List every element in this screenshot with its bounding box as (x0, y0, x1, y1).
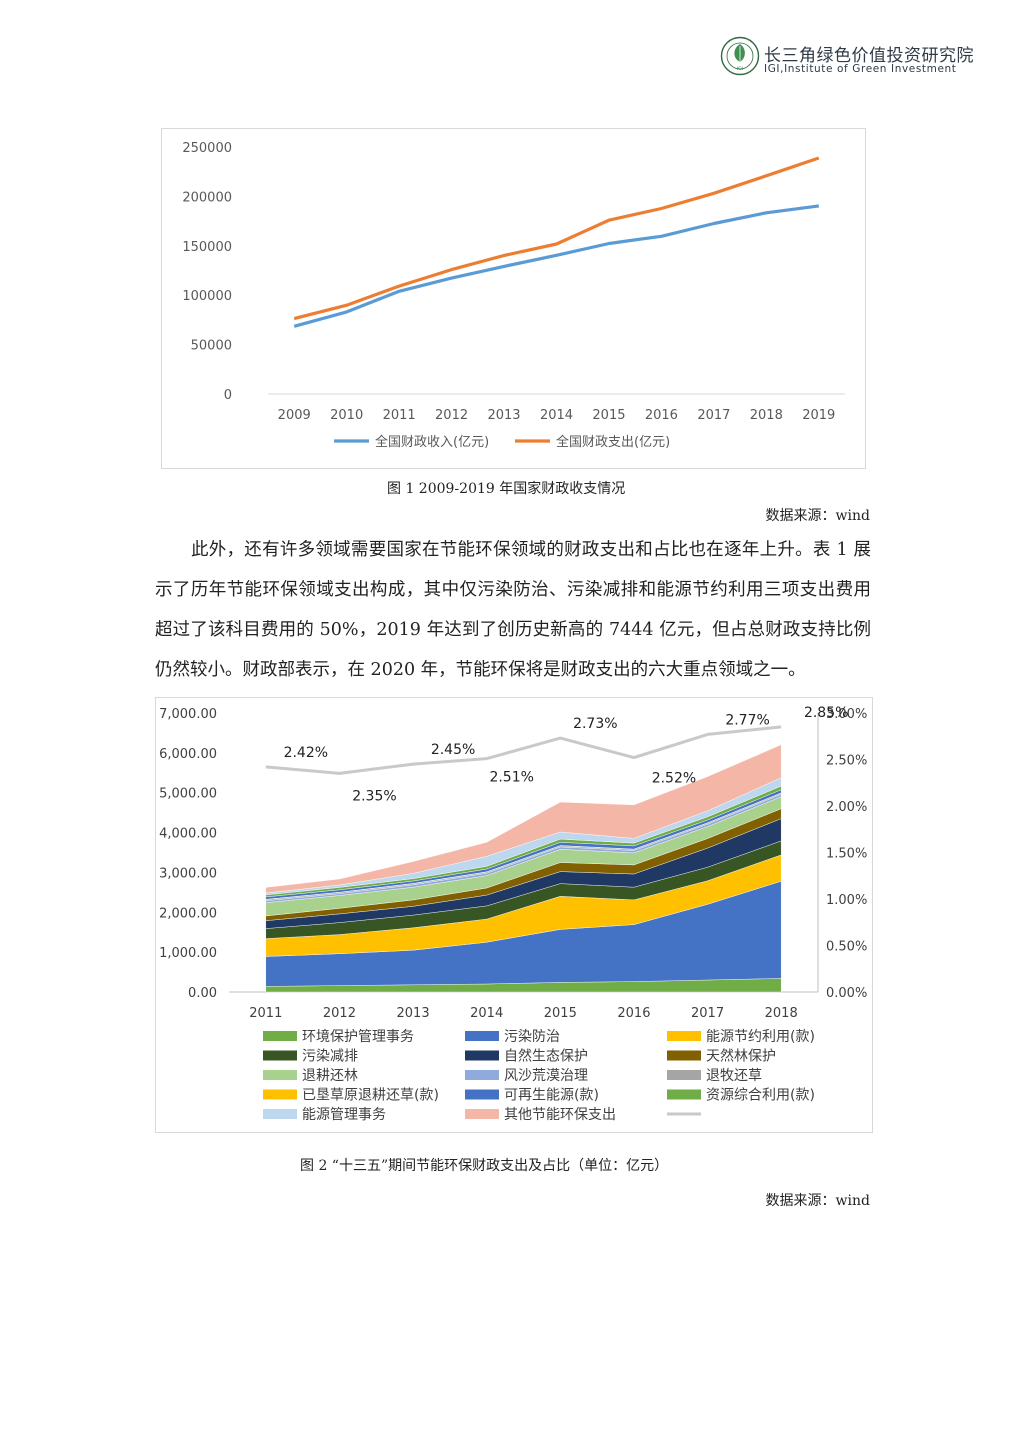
x-tick-label: 2013 (487, 408, 520, 423)
legend-label: 其他节能环保支出 (504, 1107, 616, 1123)
legend-label: 能源节约利用(款) (706, 1029, 815, 1045)
legend-label: 资源综合利用(款) (706, 1088, 815, 1104)
x-tick-label: 2014 (470, 1006, 503, 1021)
x-tick-label: 2014 (540, 408, 573, 423)
x-tick-label: 2016 (617, 1006, 650, 1021)
y2-tick-label: 3.00% (826, 707, 867, 722)
area-series-14 (265, 744, 782, 894)
y-tick-label: 6,000.00 (159, 747, 217, 762)
legend-swatch (263, 1109, 297, 1119)
x-tick-label: 2018 (765, 1006, 798, 1021)
legend-swatch (465, 1089, 499, 1100)
x-tick-label: 2013 (397, 1006, 430, 1021)
legend-label: 已垦草原退耕还草(款) (302, 1087, 439, 1104)
legend-label: 退牧还草 (706, 1068, 762, 1084)
legend-swatch (263, 1070, 297, 1080)
x-tick-label: 2019 (802, 408, 835, 423)
legend-label: 风沙荒漠治理 (504, 1068, 588, 1084)
figure1-caption: 图 1 2009-2019 年国家财政收支情况 (387, 481, 626, 497)
y-tick-label: 7,000.00 (159, 707, 217, 722)
figure2-area-chart: 0.00 1,000.00 2,000.00 3,000.00 4,000.00 5,00… (159, 705, 867, 1123)
legend-swatch (667, 1031, 701, 1041)
y2-tick-label: 2.50% (826, 754, 867, 769)
legend-swatch (263, 1031, 297, 1041)
figure2-chart: 0.00 1,000.00 2,000.00 3,000.00 4,000.00 5,00… (155, 697, 873, 1133)
ratio-data-label: 2.73% (573, 716, 617, 732)
x-tick-label: 2011 (383, 408, 416, 423)
ratio-data-label: 2.51% (489, 770, 533, 786)
y-tick-label: 50000 (191, 339, 232, 354)
ratio-data-label: 2.35% (352, 788, 396, 804)
institute-name-en: IGI,Institute of Green Investment (764, 63, 957, 75)
x-tick-label: 2018 (750, 408, 783, 423)
y-tick-label: 2,000.00 (159, 906, 217, 921)
legend-label: 能源管理事务 (302, 1107, 386, 1123)
ratio-data-label: 2.85% (804, 705, 848, 721)
y2-tick-label: 0.00% (826, 986, 867, 1001)
ratio-data-label: 2.52% (652, 771, 696, 787)
institute-logo-icon: IGI (720, 36, 760, 76)
y-tick-label: 100000 (182, 289, 232, 304)
y-tick-label: 4,000.00 (159, 827, 217, 842)
y2-tick-label: 1.50% (826, 847, 867, 862)
x-tick-label: 2010 (330, 408, 363, 423)
x-tick-label: 2015 (592, 408, 625, 423)
legend-label: 污染减排 (302, 1049, 358, 1065)
x-tick-label: 2012 (435, 408, 468, 423)
y2-tick-label: 0.50% (826, 940, 867, 955)
figure1-chart: 0 50000 100000 150000 200000 250000 2009 2010 20… (161, 128, 866, 469)
legend-swatch (667, 1070, 701, 1080)
x-tick-label: 2016 (645, 408, 678, 423)
x-tick-label: 2015 (544, 1006, 577, 1021)
body-paragraph: 此外，还有许多领域需要国家在节能环保领域的财政支出和占比也在逐年上升。表 1 展… (155, 540, 871, 680)
ratio-line (265, 725, 782, 775)
legend-label: 天然林保护 (706, 1048, 776, 1065)
y-tick-label: 150000 (182, 240, 232, 255)
legend-label: 退耕还林 (302, 1067, 358, 1084)
legend-swatch (667, 1089, 701, 1100)
legend-label: 全国财政支出(亿元) (556, 434, 670, 450)
y-tick-label: 1,000.00 (159, 946, 217, 961)
figure1-source: 数据来源：wind (765, 508, 870, 524)
legend-label: 污染防治 (504, 1029, 560, 1045)
series-line-1 (293, 204, 820, 328)
legend-swatch (263, 1050, 297, 1061)
y-tick-label: 0.00 (188, 986, 217, 1001)
y-tick-label: 250000 (182, 141, 232, 156)
legend-swatch (465, 1031, 499, 1041)
figure1-line-chart: 0 50000 100000 150000 200000 250000 2009 2010 20… (182, 141, 845, 450)
y2-tick-label: 2.00% (826, 800, 867, 815)
y-tick-label: 5,000.00 (159, 787, 217, 802)
ratio-data-label: 2.45% (431, 742, 475, 758)
x-tick-label: 2017 (691, 1006, 724, 1021)
figure2-caption: 图 2 “十三五”期间节能环保财政支出及占比（单位：亿元） (300, 1158, 669, 1174)
legend-swatch (667, 1050, 701, 1061)
legend-swatch (263, 1089, 297, 1100)
y2-tick-label: 1.00% (826, 893, 867, 908)
series-line-2 (293, 156, 820, 321)
ratio-data-label: 2.42% (284, 745, 328, 761)
x-tick-label: 2009 (278, 408, 311, 423)
legend-label: 可再生能源(款) (504, 1088, 599, 1104)
legend-label: 自然生态保护 (504, 1048, 588, 1065)
y-tick-label: 0 (224, 388, 232, 403)
y-tick-label: 200000 (182, 190, 232, 205)
legend-label: 全国财政收入(亿元) (375, 434, 489, 450)
y-tick-label: 3,000.00 (159, 866, 217, 881)
legend-label: 环境保护管理事务 (302, 1029, 414, 1045)
logo-text: IGI (737, 66, 743, 72)
legend-swatch (465, 1070, 499, 1080)
legend-swatch (465, 1050, 499, 1061)
x-tick-label: 2017 (697, 408, 730, 423)
x-tick-label: 2012 (323, 1006, 356, 1021)
legend-swatch (465, 1109, 499, 1119)
ratio-data-label: 2.77% (725, 712, 769, 728)
x-tick-label: 2011 (249, 1006, 282, 1021)
figure2-source: 数据来源：wind (765, 1193, 870, 1209)
institute-name: 长三角绿色价值投资研究院 (764, 46, 974, 66)
